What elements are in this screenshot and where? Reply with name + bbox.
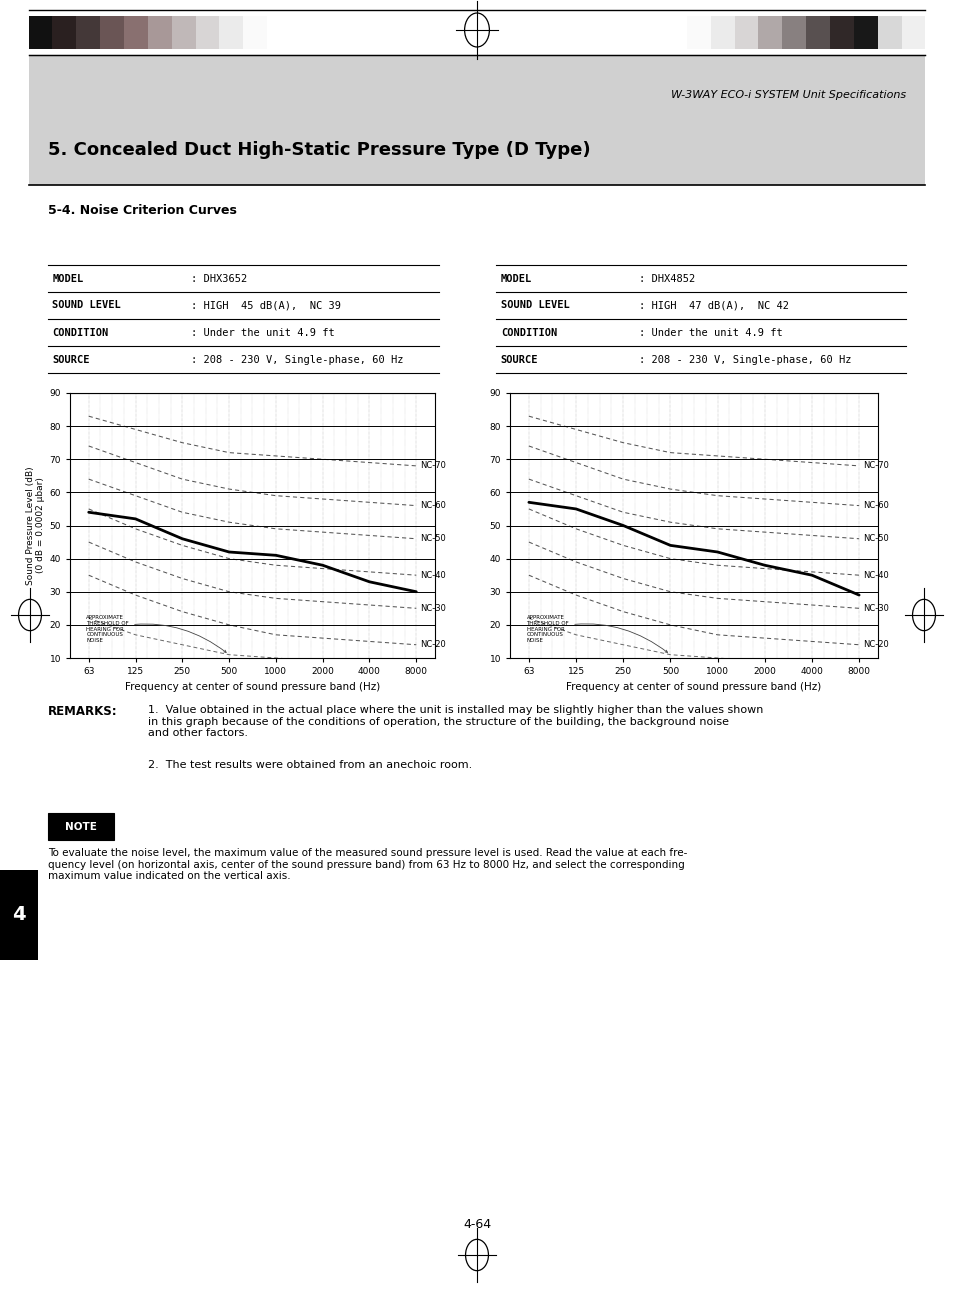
Text: : 208 - 230 V, Single-phase, 60 Hz: : 208 - 230 V, Single-phase, 60 Hz: [639, 354, 851, 364]
Text: : Under the unit 4.9 ft: : Under the unit 4.9 ft: [639, 328, 782, 337]
Text: NC-50: NC-50: [862, 534, 888, 543]
Text: 5. Concealed Duct High-Static Pressure Type (D Type): 5. Concealed Duct High-Static Pressure T…: [48, 141, 590, 159]
Text: : 208 - 230 V, Single-phase, 60 Hz: : 208 - 230 V, Single-phase, 60 Hz: [191, 354, 403, 364]
Text: : DHX3652: : DHX3652: [191, 273, 247, 283]
Text: 1.  Value obtained in the actual place where the unit is installed may be slight: 1. Value obtained in the actual place wh…: [148, 705, 762, 738]
Text: NC-30: NC-30: [419, 603, 445, 613]
Text: : HIGH  45 dB(A),  NC 39: : HIGH 45 dB(A), NC 39: [191, 300, 340, 311]
Text: SOURCE: SOURCE: [52, 354, 90, 364]
Text: CONDITION: CONDITION: [500, 328, 557, 337]
Text: 4: 4: [12, 905, 26, 925]
Text: SOUND LEVEL: SOUND LEVEL: [500, 300, 569, 311]
Text: APPROXIMATE
THRESHOLD OF
HEARING FOR
CONTINUOUS
NOISE: APPROXIMATE THRESHOLD OF HEARING FOR CON…: [526, 615, 667, 653]
Text: NC-30: NC-30: [862, 603, 888, 613]
Text: 2.  The test results were obtained from an anechoic room.: 2. The test results were obtained from a…: [148, 760, 472, 771]
Text: 5-4. Noise Criterion Curves: 5-4. Noise Criterion Curves: [48, 204, 236, 217]
Text: : Under the unit 4.9 ft: : Under the unit 4.9 ft: [191, 328, 335, 337]
Text: W-3WAY ECO-i SYSTEM Unit Specifications: W-3WAY ECO-i SYSTEM Unit Specifications: [671, 90, 905, 101]
X-axis label: Frequency at center of sound pressure band (Hz): Frequency at center of sound pressure ba…: [566, 682, 821, 692]
Text: NC-70: NC-70: [862, 461, 888, 470]
Text: : HIGH  47 dB(A),  NC 42: : HIGH 47 dB(A), NC 42: [639, 300, 788, 311]
Text: 4-64: 4-64: [462, 1218, 491, 1232]
Y-axis label: Sound Pressure Level (dB)
(0 dB = 0.0002 μbar): Sound Pressure Level (dB) (0 dB = 0.0002…: [26, 466, 45, 585]
Text: REMARKS:: REMARKS:: [48, 705, 117, 718]
Text: NC-40: NC-40: [419, 571, 445, 580]
Text: NC-50: NC-50: [419, 534, 445, 543]
Text: MODEL: MODEL: [52, 273, 84, 283]
Text: NOTE: NOTE: [65, 821, 97, 832]
Text: : DHX4852: : DHX4852: [639, 273, 695, 283]
Text: NC-20: NC-20: [419, 640, 445, 649]
X-axis label: Frequency at center of sound pressure band (Hz): Frequency at center of sound pressure ba…: [125, 682, 379, 692]
Text: APPROXIMATE
THRESHOLD OF
HEARING FOR
CONTINUOUS
NOISE: APPROXIMATE THRESHOLD OF HEARING FOR CON…: [87, 615, 226, 653]
Text: NC-60: NC-60: [419, 502, 445, 511]
Text: MODEL: MODEL: [500, 273, 532, 283]
Text: NC-60: NC-60: [862, 502, 888, 511]
Text: To evaluate the noise level, the maximum value of the measured sound pressure le: To evaluate the noise level, the maximum…: [48, 848, 686, 882]
Text: SOUND LEVEL: SOUND LEVEL: [52, 300, 121, 311]
Text: CONDITION: CONDITION: [52, 328, 109, 337]
Text: NC-20: NC-20: [862, 640, 888, 649]
Text: NC-70: NC-70: [419, 461, 445, 470]
Text: NC-40: NC-40: [862, 571, 888, 580]
Text: SOURCE: SOURCE: [500, 354, 537, 364]
